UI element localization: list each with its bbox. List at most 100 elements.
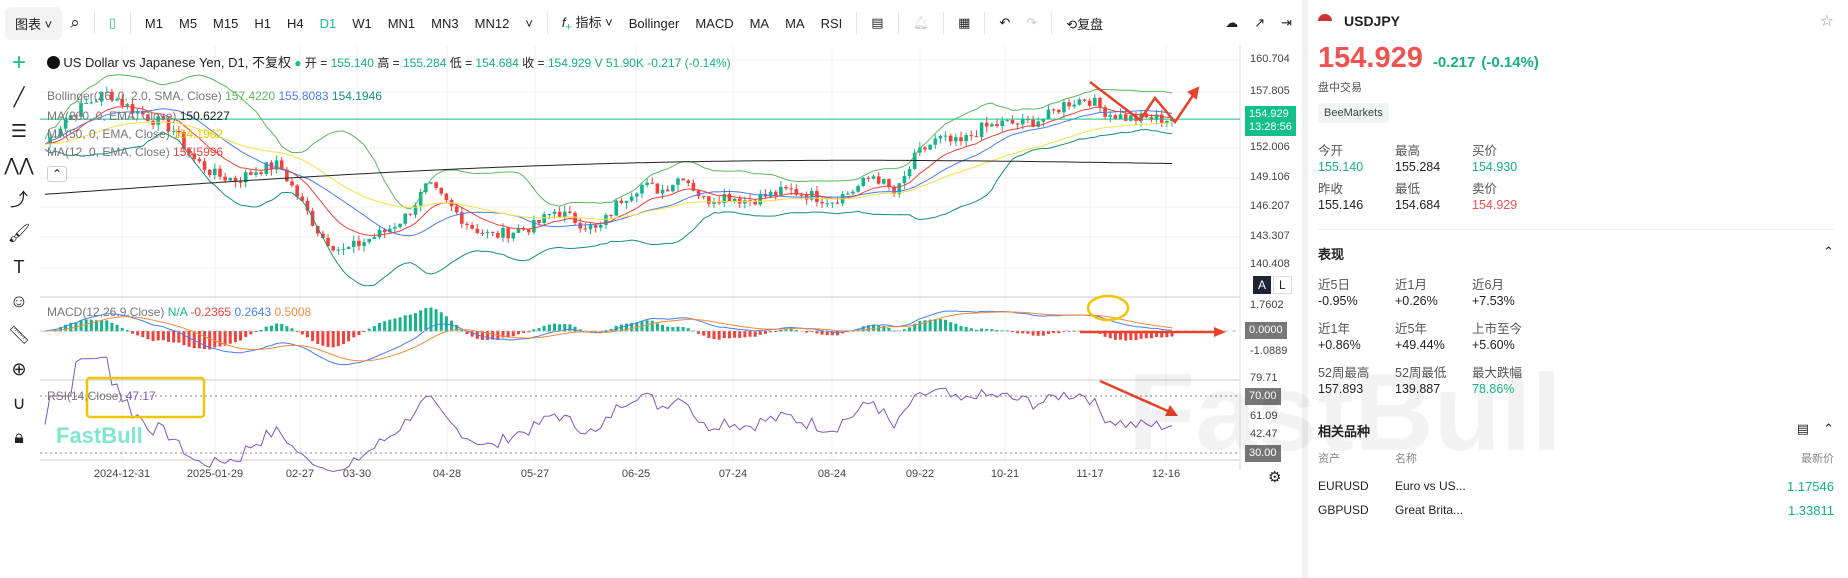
- timeframe-h4[interactable]: H4: [286, 15, 304, 31]
- performance-item: 近1月 +0.26%: [1395, 277, 1472, 309]
- rsi-legend[interactable]: RSI(14,Close) 47.17: [47, 389, 156, 403]
- alert-bell-icon[interactable]: 🔔︎: [912, 15, 930, 30]
- macd-histogram-bar: [1021, 331, 1025, 334]
- candle-body: [701, 196, 706, 198]
- cloud-sync-icon[interactable]: ☁: [1225, 15, 1239, 30]
- macd-histogram-bar: [995, 330, 999, 332]
- timeframe-mn12[interactable]: MN12: [474, 15, 510, 31]
- performance-value: +5.60%: [1472, 338, 1515, 352]
- price-chart[interactable]: 2024-12-31 2025-01-29 02-27 03-30 04-28 05-27…: [0, 46, 1300, 578]
- collapse-performance-chevron-icon[interactable]: ⌃: [1823, 244, 1834, 259]
- collapse-related-chevron-icon[interactable]: ⌃: [1823, 421, 1834, 436]
- timeframe-mn1[interactable]: MN1: [387, 15, 416, 31]
- candle-body: [274, 160, 279, 170]
- macd-histogram-bar: [130, 331, 134, 334]
- emoji-icon[interactable]: ☺: [9, 290, 29, 311]
- candle-body: [490, 232, 495, 234]
- lock-drawing-icon[interactable]: 🔒︎: [14, 426, 24, 447]
- timeframe-m1[interactable]: M1: [144, 15, 163, 31]
- candlestick-icon[interactable]: ▯: [108, 15, 116, 30]
- macd-histogram-bar: [100, 319, 104, 332]
- macd-histogram-bar: [727, 331, 731, 339]
- candle-body: [732, 198, 737, 202]
- log-scale-button[interactable]: L: [1273, 276, 1292, 294]
- search-icon[interactable]: ⌕: [70, 13, 80, 32]
- annotation-zigzag-arrow: [1089, 81, 1200, 125]
- candle-body: [892, 186, 896, 194]
- collapse-legend-button[interactable]: ⌃: [47, 166, 68, 182]
- timeframe-m15[interactable]: M15: [213, 15, 239, 31]
- chart-settings-gear-icon[interactable]: ⚙: [1268, 469, 1282, 486]
- indicator-shortcut-bollinger[interactable]: Bollinger: [628, 15, 680, 31]
- timeframe-h1[interactable]: H1: [254, 15, 271, 31]
- ma200-legend[interactable]: MA(200, 0, EMA, Close) 150.6227: [47, 109, 230, 123]
- share-icon[interactable]: ↗: [1254, 15, 1266, 30]
- candle-body: [171, 130, 176, 132]
- favorite-star-icon[interactable]: ☆: [1819, 13, 1834, 30]
- calendar-icon[interactable]: ▦: [958, 15, 971, 30]
- candle-body: [784, 186, 788, 189]
- magnet-icon[interactable]: ∪: [12, 392, 26, 413]
- pattern-icon[interactable]: ⋀⋀: [4, 154, 34, 175]
- indicator-shortcut-ma[interactable]: MA: [785, 15, 805, 31]
- timeframe-m5[interactable]: M5: [178, 15, 198, 31]
- ruler-icon[interactable]: 📏︎: [7, 324, 31, 345]
- bollinger-legend[interactable]: Bollinger(26, 0, 2.0, SMA, Close) 157.42…: [47, 89, 382, 103]
- macd-histogram-bar: [913, 323, 917, 332]
- macd-histogram-bar: [1139, 331, 1143, 339]
- indicators-button[interactable]: f+ 指标 ˅: [561, 15, 613, 34]
- performance-label: 近5年: [1395, 322, 1427, 336]
- timeframe-w1[interactable]: W1: [352, 15, 372, 31]
- performance-label: 上市至今: [1472, 322, 1523, 336]
- list-icon[interactable]: ▤: [1796, 421, 1810, 436]
- macd-histogram-bar: [1046, 331, 1050, 334]
- undo-icon[interactable]: ↶: [999, 15, 1011, 30]
- candle-body: [948, 135, 953, 142]
- related-title: 相关品种: [1318, 424, 1371, 439]
- performance-value: 157.893: [1318, 382, 1364, 396]
- replay-button[interactable]: ⟲复盘: [1058, 14, 1111, 33]
- fullscreen-exit-icon[interactable]: ⇥: [1281, 15, 1292, 30]
- macd-histogram-bar: [269, 325, 273, 332]
- timeframe-mn3[interactable]: MN3: [431, 15, 459, 31]
- candle-body: [964, 135, 968, 142]
- rsi-70-tag: 70.00: [1245, 388, 1281, 405]
- macd-histogram-bar: [1016, 331, 1020, 334]
- related-row[interactable]: EURUSD Euro vs US... 1.17546: [1318, 474, 1834, 498]
- macd-histogram-bar: [161, 331, 165, 341]
- projection-icon[interactable]: ⤴: [10, 190, 28, 210]
- more-timeframes-chevron-icon[interactable]: ˅: [525, 15, 533, 31]
- price-axis-label: 157.805: [1250, 85, 1290, 97]
- zoom-in-icon[interactable]: ⊕: [11, 358, 27, 379]
- ma12-legend[interactable]: MA(12, 0, EMA, Close) 155.5996: [47, 145, 223, 159]
- indicator-shortcut-macd[interactable]: MACD: [695, 15, 734, 31]
- macd-histogram-bar: [1155, 331, 1159, 337]
- ma50-legend[interactable]: MA(50, 0, EMA, Close) 154.1962: [47, 127, 223, 141]
- layout-icon[interactable]: ▤: [871, 15, 884, 30]
- timeframe-d1[interactable]: D1: [319, 15, 337, 31]
- macd-histogram-bar: [1113, 331, 1117, 340]
- related-table: 资产 名称 最新价 EURUSD Euro vs US... 1.17546 GBPUSD G…: [1318, 450, 1834, 522]
- stat-value: 154.930: [1472, 160, 1518, 174]
- trend-line-icon[interactable]: ╱: [13, 86, 25, 107]
- text-icon[interactable]: T: [13, 256, 25, 277]
- candle-body: [845, 193, 850, 195]
- brush-icon[interactable]: 🖌︎: [7, 222, 31, 243]
- indicator-shortcut-rsi[interactable]: RSI: [820, 15, 843, 31]
- indicator-shortcut-ma[interactable]: MA: [749, 15, 770, 31]
- auto-scale-button[interactable]: A: [1253, 276, 1272, 294]
- redo-icon[interactable]: ↷: [1026, 15, 1038, 30]
- candle-body: [382, 229, 387, 233]
- candle-body: [897, 183, 902, 194]
- macd-histogram-bar: [954, 323, 958, 332]
- stat-value: 154.684: [1395, 198, 1441, 212]
- related-row[interactable]: GBPUSD Great Brita... 1.33811: [1318, 498, 1834, 522]
- volume-value: V 51.90K: [594, 56, 644, 70]
- macd-legend[interactable]: MACD(12,26,9,Close) N/A -0.2365 0.2643 0…: [47, 305, 311, 319]
- macd-histogram-bar: [141, 331, 145, 338]
- chart-menu-button[interactable]: 图表 ˅: [5, 6, 63, 40]
- candle-body: [1077, 99, 1082, 105]
- macd-histogram-bar: [1031, 331, 1035, 336]
- fib-lines-icon[interactable]: ☰: [10, 120, 28, 141]
- crosshair-icon[interactable]: +: [11, 49, 26, 76]
